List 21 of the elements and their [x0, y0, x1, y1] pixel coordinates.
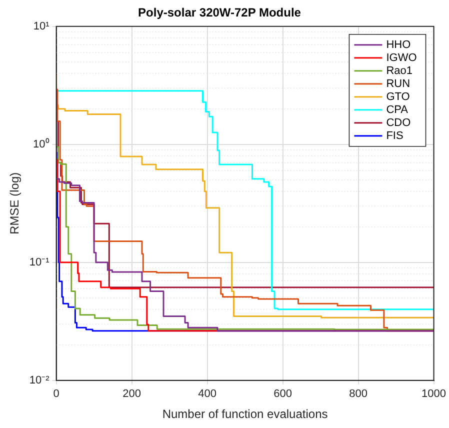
legend-label: RUN	[386, 78, 410, 90]
legend-label: Rao1	[386, 64, 413, 77]
legend-label: GTO	[386, 90, 410, 103]
x-tick-label: 600	[274, 388, 292, 400]
x-tick-label: 0	[53, 388, 60, 400]
legend-label: HHO	[386, 38, 412, 51]
y-tick-label: 10⁻¹	[29, 256, 50, 268]
y-tick-label: 10⁻²	[29, 374, 50, 386]
legend-label: FIS	[386, 130, 404, 142]
y-axis-title: RMSE (log)	[8, 172, 22, 234]
y-tick-label: 10¹	[33, 20, 50, 32]
legend-label: CDO	[386, 116, 412, 129]
x-tick-label: 200	[122, 388, 141, 400]
x-tick-label: 400	[198, 388, 216, 400]
x-tick-label: 1000	[422, 388, 446, 400]
legend-label: IGWO	[386, 52, 418, 64]
x-axis-title: Number of function evaluations	[162, 407, 328, 422]
y-tick-label: 10⁰	[33, 137, 50, 150]
legend-label: CPA	[386, 104, 409, 116]
chart-title: Poly-solar 320W-72P Module	[138, 6, 302, 20]
x-tick-label: 800	[349, 388, 368, 400]
